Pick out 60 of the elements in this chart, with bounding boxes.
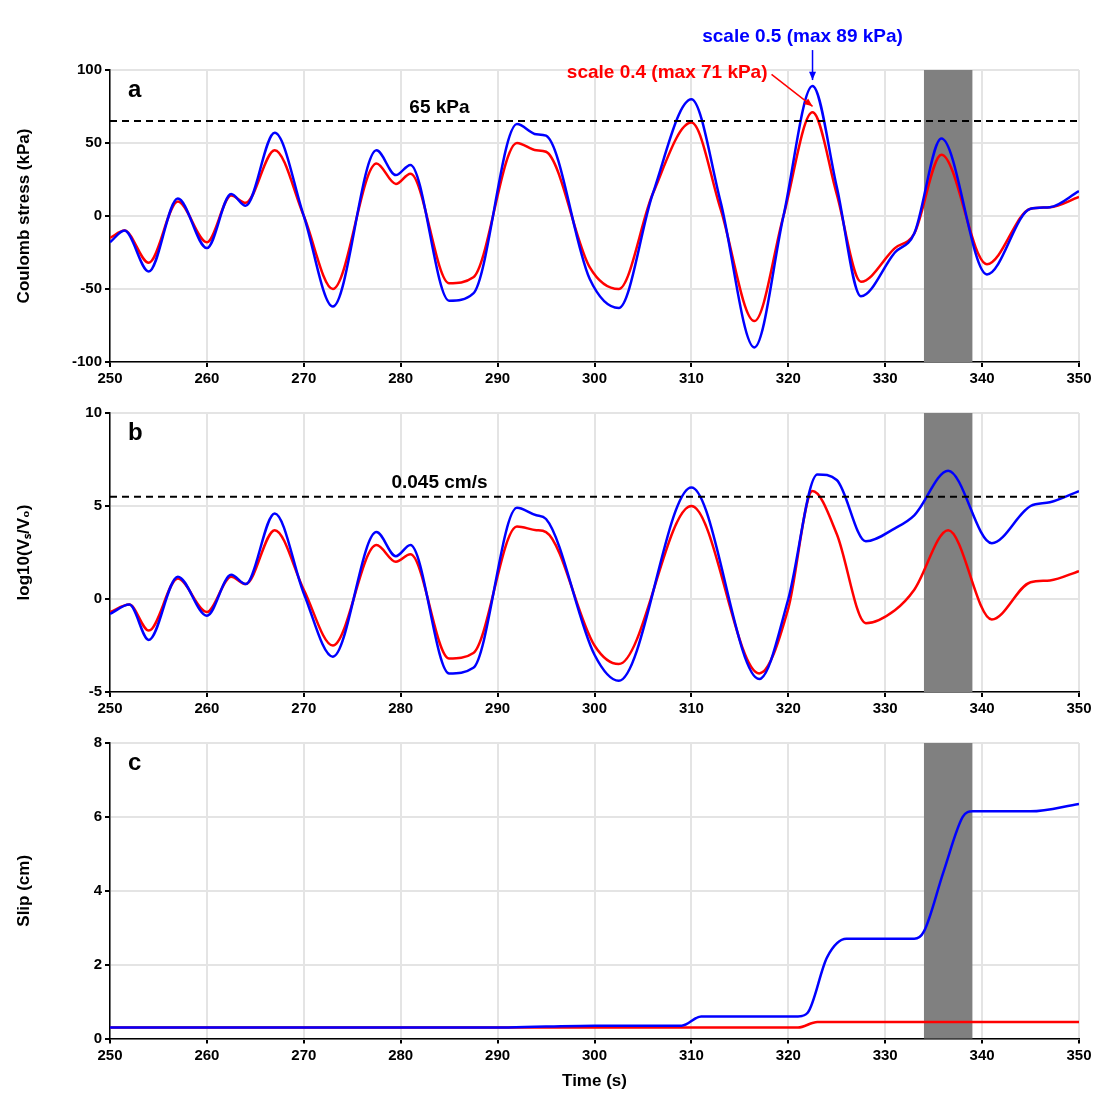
x-tick-label: 270 — [291, 699, 317, 717]
y-tick-label: 0 — [93, 1028, 102, 1046]
y-tick-label: -50 — [80, 279, 102, 297]
y-tick-label: -100 — [71, 352, 102, 370]
y-tick-label: 100 — [76, 60, 102, 78]
x-tick-label: 310 — [678, 369, 704, 387]
x-tick-label: 250 — [97, 699, 123, 717]
x-tick-label: 300 — [581, 369, 608, 387]
x-tick-label: 310 — [678, 699, 704, 717]
x-tick-label: 270 — [291, 1045, 317, 1063]
x-tick-label: 320 — [775, 369, 801, 387]
y-tick-label: 50 — [85, 133, 102, 151]
x-tick-label: 330 — [872, 699, 898, 717]
x-tick-label: 250 — [97, 369, 123, 387]
x-tick-label: 260 — [194, 369, 220, 387]
x-tick-label: 310 — [678, 1045, 704, 1063]
x-tick-label: 280 — [388, 369, 414, 387]
y-tick-label: -5 — [88, 682, 102, 700]
x-tick-label: 320 — [775, 699, 801, 717]
y-axis-title: log10(Vₛ/V₀) — [13, 504, 33, 601]
y-tick-label: 8 — [93, 733, 102, 751]
x-tick-label: 270 — [291, 369, 317, 387]
y-tick-label: 0 — [93, 206, 102, 224]
y-tick-label: 10 — [85, 403, 102, 421]
x-tick-label: 260 — [194, 699, 220, 717]
y-axis-title: Slip (cm) — [13, 854, 33, 927]
annotation: c — [128, 747, 142, 775]
x-tick-label: 330 — [872, 1045, 898, 1063]
ref-line-label: 0.045 cm/s — [391, 471, 488, 493]
y-tick-label: 4 — [93, 880, 103, 898]
line-series — [110, 802, 1079, 1029]
x-tick-label: 300 — [581, 699, 608, 717]
x-tick-label: 290 — [485, 699, 511, 717]
annotation: scale 0.4 (max 71 kPa) — [566, 61, 768, 83]
x-tick-label: 350 — [1066, 699, 1092, 717]
x-tick-label: 300 — [581, 1045, 608, 1063]
x-tick-label: 350 — [1066, 1045, 1092, 1063]
y-axis-title: Coulomb stress (kPa) — [13, 128, 33, 304]
annotation: a — [128, 74, 142, 102]
x-tick-label: 290 — [485, 369, 511, 387]
ref-line-label: 65 kPa — [409, 95, 470, 117]
x-tick-label: 290 — [485, 1045, 511, 1063]
x-tick-label: 250 — [97, 1045, 123, 1063]
annotation: b — [128, 417, 143, 445]
x-tick-label: 340 — [969, 1045, 995, 1063]
x-tick-label: 320 — [775, 1045, 801, 1063]
y-tick-label: 2 — [93, 954, 102, 972]
x-tick-label: 260 — [194, 1045, 220, 1063]
x-axis-title: Time (s) — [562, 1071, 627, 1091]
x-tick-label: 350 — [1066, 369, 1092, 387]
y-tick-label: 5 — [93, 496, 102, 514]
y-tick-label: 6 — [93, 807, 102, 825]
x-tick-label: 340 — [969, 699, 995, 717]
x-tick-label: 280 — [388, 1045, 414, 1063]
x-tick-label: 280 — [388, 699, 414, 717]
x-tick-label: 330 — [872, 369, 898, 387]
annotation: scale 0.5 (max 89 kPa) — [702, 24, 903, 46]
x-tick-label: 340 — [969, 369, 995, 387]
y-tick-label: 0 — [93, 589, 102, 607]
line-series — [110, 84, 1079, 349]
